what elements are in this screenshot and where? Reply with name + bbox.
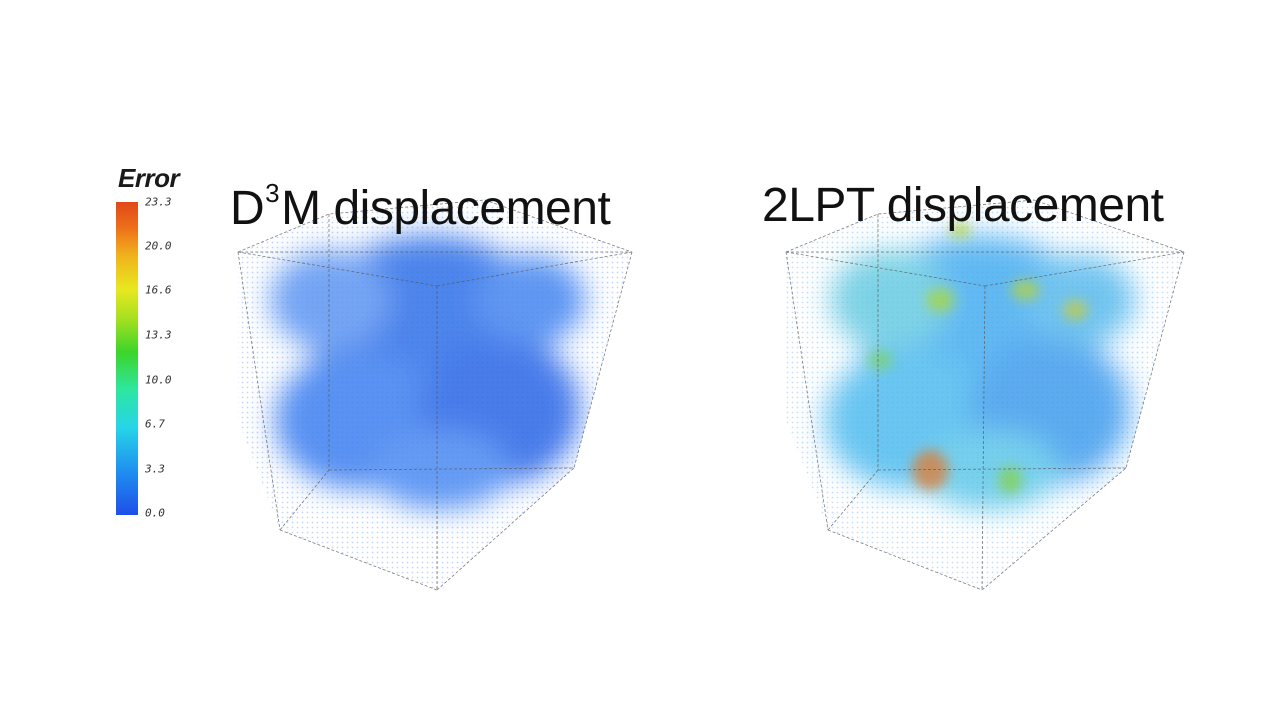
colorbar-tick-label: 16.6 bbox=[145, 283, 172, 297]
left-cube-volume bbox=[238, 200, 632, 590]
colorbar-title: Error bbox=[118, 163, 180, 193]
colorbar-tick-label: 0.0 bbox=[145, 506, 165, 520]
left-title-prefix: D bbox=[230, 182, 265, 235]
left-title-superscript: 3 bbox=[265, 178, 280, 208]
colorbar-gradient bbox=[116, 202, 138, 515]
colorbar-tick-label: 13.3 bbox=[145, 328, 172, 342]
right-panel-title: 2LPT displacement bbox=[762, 179, 1164, 232]
left-cube-frame bbox=[237, 199, 633, 591]
right-cube-frame bbox=[785, 199, 1185, 591]
right-cube-hotspots bbox=[868, 222, 1087, 494]
left-title-suffix: M displacement bbox=[281, 182, 611, 235]
colorbar-tick-label: 6.7 bbox=[145, 417, 165, 431]
colorbar-tick-label: 23.3 bbox=[145, 195, 172, 209]
left-panel-title: D3M displacement bbox=[230, 178, 611, 236]
colorbar-tick-label: 20.0 bbox=[145, 239, 172, 253]
colorbar-tick-label: 10.0 bbox=[145, 373, 172, 387]
colorbar-tick-label: 3.3 bbox=[145, 462, 165, 476]
right-cube-volume bbox=[786, 200, 1184, 590]
